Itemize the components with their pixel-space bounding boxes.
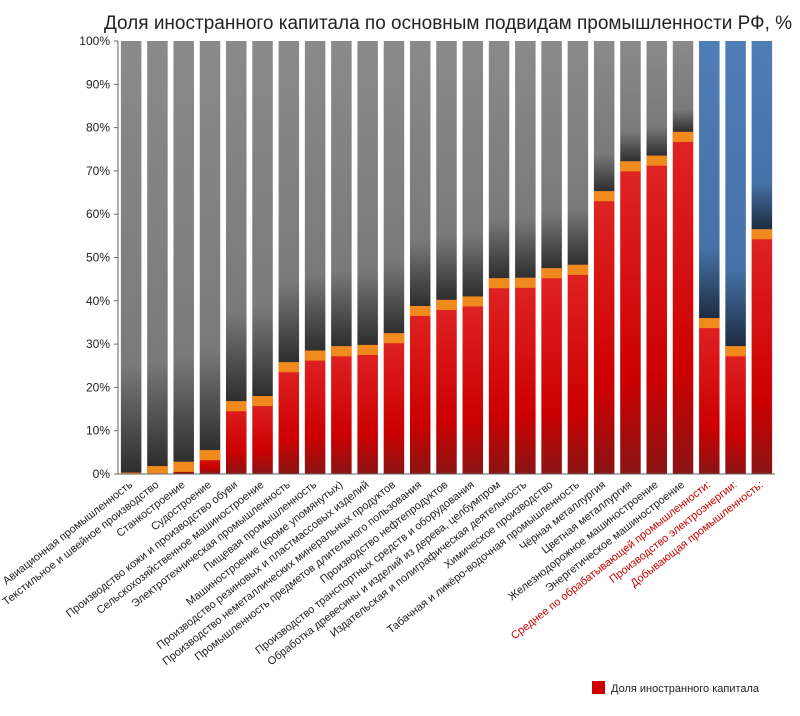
bar-top-band <box>593 191 615 202</box>
bar-remainder <box>120 41 142 473</box>
bar-remainder <box>462 41 484 297</box>
bar-remainder <box>567 41 589 265</box>
bar-remainder <box>331 41 352 347</box>
y-tick-label: 10% <box>86 424 110 438</box>
bar-top-band <box>147 466 168 474</box>
bar-top-band <box>436 299 457 310</box>
plot-area: 0%10%20%30%40%50%60%70%80%90%100%Авиацио… <box>1 34 775 668</box>
bar-top-band <box>646 155 667 166</box>
bar-remainder <box>147 41 168 467</box>
bar-top-band <box>383 333 405 344</box>
bar-remainder <box>409 41 431 306</box>
bar-remainder-aggregate <box>699 41 720 319</box>
bar-remainder-aggregate <box>751 41 773 230</box>
y-tick-label: 50% <box>86 251 110 265</box>
bar-top-band <box>672 131 694 142</box>
bar-top-band <box>278 362 300 373</box>
y-tick-label: 90% <box>86 77 110 91</box>
bar-foreign-share <box>751 229 773 474</box>
legend-swatch <box>592 681 605 694</box>
bar-remainder <box>488 41 510 279</box>
bar-remainder <box>304 41 326 351</box>
bar-foreign-share <box>226 401 247 474</box>
bar-remainder <box>541 41 562 269</box>
chart-title: Доля иностранного капитала по основным п… <box>104 13 792 34</box>
legend: Доля иностранного капитала <box>592 681 760 695</box>
bar-top-band <box>304 350 326 361</box>
bar-top-band <box>620 161 641 172</box>
bar-foreign-share <box>541 268 562 474</box>
bar-foreign-share <box>646 155 667 474</box>
bar-top-band <box>120 472 142 474</box>
y-tick-label: 100% <box>79 34 110 48</box>
bar-remainder <box>357 41 378 345</box>
bar-remainder <box>226 41 247 402</box>
bar-foreign-share <box>488 278 510 474</box>
y-tick-label: 20% <box>86 380 110 394</box>
bar-top-band <box>725 346 746 357</box>
bar-top-band <box>173 461 194 472</box>
bar-foreign-share <box>436 299 457 474</box>
bar-foreign-share <box>699 318 720 474</box>
bar-foreign-share <box>462 296 484 474</box>
bar-top-band <box>488 278 510 289</box>
bar-top-band <box>226 401 247 412</box>
bar-foreign-share <box>357 344 378 474</box>
bar-remainder <box>199 41 221 451</box>
bar-remainder <box>620 41 641 162</box>
bar-foreign-share <box>725 346 746 474</box>
bar-foreign-share <box>620 161 641 474</box>
bar-foreign-share <box>515 277 536 474</box>
bar-top-band <box>252 396 273 407</box>
y-tick-label: 30% <box>86 337 110 351</box>
bar-foreign-share <box>672 131 694 474</box>
bar-foreign-share <box>567 264 589 474</box>
y-tick-label: 70% <box>86 164 110 178</box>
bar-top-band <box>409 305 431 316</box>
bar-top-band <box>751 229 773 240</box>
bar-top-band <box>357 344 378 355</box>
legend-label: Доля иностранного капитала <box>611 683 760 695</box>
y-tick-label: 60% <box>86 207 110 221</box>
bar-remainder <box>173 41 194 462</box>
bar-foreign-share <box>304 350 326 474</box>
bar-remainder <box>515 41 536 278</box>
y-tick-label: 80% <box>86 121 110 135</box>
bar-foreign-share <box>331 346 352 474</box>
y-tick-label: 40% <box>86 294 110 308</box>
bar-foreign-share <box>278 362 300 474</box>
bar-top-band <box>199 450 221 461</box>
bar-top-band <box>541 268 562 279</box>
bar-remainder <box>252 41 273 397</box>
bar-top-band <box>331 346 352 357</box>
bar-remainder-aggregate <box>725 41 746 347</box>
bar-remainder <box>646 41 667 156</box>
bar-foreign-share <box>383 333 405 474</box>
bar-foreign-share <box>593 191 615 474</box>
bar-remainder <box>436 41 457 300</box>
bar-foreign-share <box>409 305 431 474</box>
bar-top-band <box>699 318 720 329</box>
bar-foreign-share <box>252 396 273 474</box>
bar-top-band <box>462 296 484 307</box>
bar-top-band <box>515 277 536 288</box>
bar-remainder <box>593 41 615 192</box>
bar-remainder <box>278 41 300 363</box>
bar-remainder <box>383 41 405 334</box>
bar-top-band <box>567 264 589 275</box>
y-tick-label: 0% <box>93 467 111 481</box>
bar-remainder <box>672 41 694 132</box>
